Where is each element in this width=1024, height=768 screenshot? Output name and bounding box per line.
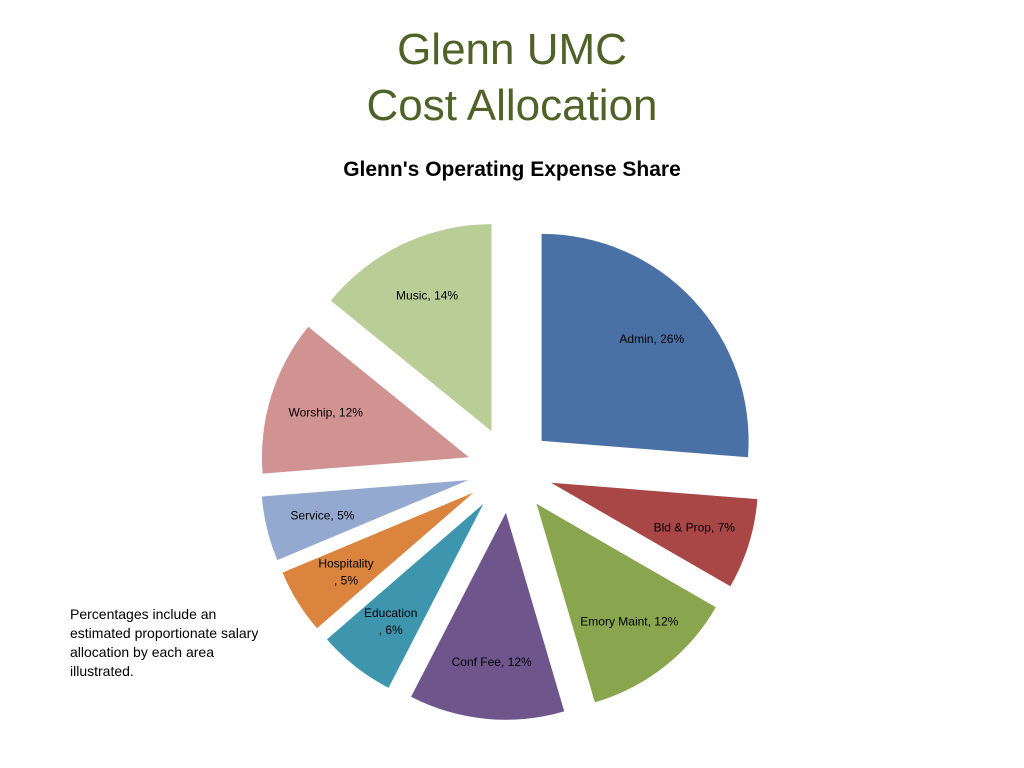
slide-title-line-2: Cost Allocation — [366, 81, 658, 130]
pie-label-education: Education, 6% — [364, 606, 417, 637]
pie-label-worship: Worship, 12% — [288, 406, 363, 420]
pie-slice-hospitality — [282, 492, 474, 629]
pie-slice-admin — [541, 233, 749, 458]
chart-title: Glenn's Operating Expense Share — [343, 158, 681, 181]
slide-title: Glenn UMC Cost Allocation — [0, 22, 1024, 134]
pie-slice-worship — [261, 326, 469, 474]
pie-label-admin: Admin, 26% — [619, 332, 684, 346]
pie-slice-bld-prop — [551, 482, 758, 587]
pie-label-music: Music, 14% — [396, 289, 458, 303]
pie-label-service: Service, 5% — [290, 509, 354, 523]
slide-title-line-1: Glenn UMC — [397, 25, 627, 74]
pie-slice-service — [261, 480, 469, 561]
pie-label-hospitality: Hospitality, 5% — [318, 556, 373, 587]
pie-slice-music — [330, 224, 492, 432]
pie-slice-education — [326, 503, 484, 688]
footnote: Percentages include an estimated proport… — [70, 606, 259, 679]
pie-label-emory-maint: Emory Maint, 12% — [580, 615, 678, 629]
pie-slice-emory-maint — [536, 503, 716, 703]
pie-label-conf-fee: Conf Fee, 12% — [452, 655, 532, 669]
pie-slice-conf-fee — [411, 512, 565, 720]
pie-label-bld-prop: Bld & Prop, 7% — [654, 520, 736, 534]
